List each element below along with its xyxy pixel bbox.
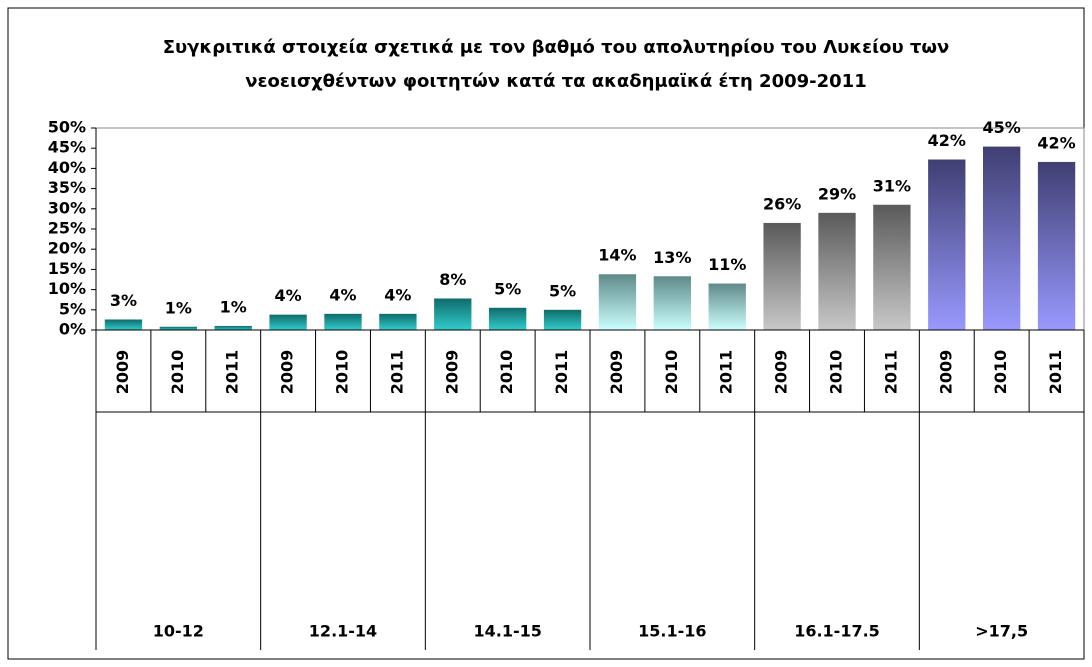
bar (708, 283, 746, 330)
x-tick-label: 2010 (662, 350, 681, 395)
data-label: 3% (110, 291, 137, 310)
data-label: 29% (818, 184, 856, 203)
x-tick-label: 2010 (497, 350, 516, 395)
y-tick-label: 25% (48, 219, 86, 238)
bar (653, 276, 691, 330)
x-tick-label: 2011 (552, 350, 571, 395)
x-tick-label: 2010 (333, 350, 352, 395)
data-label: 5% (494, 279, 521, 298)
x-tick-label: 2010 (991, 350, 1010, 395)
data-label: 42% (928, 131, 966, 150)
data-label: 13% (653, 248, 691, 267)
group-label: 12.1-14 (309, 622, 377, 641)
x-tick-label: 2011 (881, 350, 900, 395)
bar (434, 298, 472, 330)
y-tick-label: 10% (48, 279, 86, 298)
x-tick-label: 2009 (442, 350, 461, 395)
bar (489, 307, 527, 330)
data-label: 26% (763, 194, 801, 213)
x-tick-label: 2009 (113, 350, 132, 395)
group-label: 10-12 (153, 622, 204, 641)
x-tick-label: 2011 (717, 350, 736, 395)
bar (763, 222, 801, 330)
data-label: 4% (329, 285, 356, 304)
x-tick-label: 2011 (387, 350, 406, 395)
y-tick-label: 35% (48, 178, 86, 197)
y-tick-label: 15% (48, 259, 86, 278)
bar (818, 212, 856, 330)
bar (1037, 161, 1076, 330)
bar (269, 314, 307, 330)
x-tick-label: 2010 (827, 350, 846, 395)
y-tick-label: 50% (48, 118, 86, 137)
bar (983, 146, 1021, 330)
data-label: 42% (1037, 133, 1075, 152)
chart-border (7, 7, 1085, 660)
bar (214, 325, 252, 330)
x-tick-label: 2009 (278, 350, 297, 395)
x-tick-label: 2009 (772, 350, 791, 395)
data-label: 45% (983, 118, 1021, 137)
x-tick-label: 2009 (936, 350, 955, 395)
data-label: 1% (165, 298, 192, 317)
data-label: 1% (220, 297, 247, 316)
data-label: 8% (439, 270, 466, 289)
bar (543, 309, 582, 330)
y-tick-label: 20% (48, 239, 86, 258)
bar (159, 326, 197, 330)
bar (598, 274, 637, 330)
x-tick-label: 2011 (1046, 350, 1065, 395)
x-tick-label: 2011 (223, 350, 242, 395)
data-label: 31% (873, 176, 911, 195)
y-tick-label: 5% (59, 299, 86, 318)
bar (324, 313, 362, 330)
chart-title: νεοεισχθέντων φοιτητών κατά τα ακαδημαϊκ… (245, 71, 866, 92)
data-label: 11% (708, 255, 746, 274)
group-label: >17,5 (975, 622, 1028, 641)
data-label: 4% (384, 285, 411, 304)
group-label: 16.1-17.5 (794, 622, 880, 641)
group-label: 14.1-15 (473, 622, 541, 641)
bar (104, 319, 143, 330)
x-tick-label: 2009 (607, 350, 626, 395)
bar (379, 313, 417, 330)
x-tick-label: 2010 (168, 350, 187, 395)
y-tick-label: 40% (48, 158, 86, 177)
data-label: 4% (275, 286, 302, 305)
y-tick-label: 30% (48, 198, 86, 217)
y-tick-label: 0% (59, 320, 86, 339)
data-label: 14% (598, 246, 636, 265)
bar (873, 204, 911, 330)
bar (928, 159, 966, 330)
data-label: 5% (549, 281, 576, 300)
chart-title: Συγκριτικά στοιχεία σχετικά με τον βαθμό… (163, 37, 950, 58)
group-label: 15.1-16 (638, 622, 706, 641)
y-tick-label: 45% (48, 138, 86, 157)
